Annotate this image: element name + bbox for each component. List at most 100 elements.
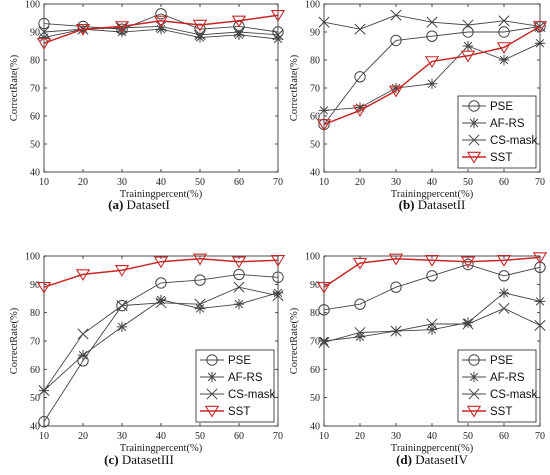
panel-caption-4: (d) DatasetIV — [372, 452, 492, 468]
legend-marker-cs-mask — [468, 134, 480, 146]
data-point-sst — [424, 255, 440, 267]
data-point-sst — [316, 281, 332, 294]
x-tick-label: 70 — [535, 431, 545, 442]
panel-caption-letter: (c) — [104, 452, 119, 467]
y-axis-label: CorrectRate(%) — [289, 307, 300, 374]
x-tick-label: 10 — [39, 177, 49, 188]
data-point-af-rs — [354, 102, 366, 113]
data-point-sst — [270, 10, 286, 22]
series-line-sst — [43, 14, 279, 44]
legend-marker-cs-mask — [206, 388, 218, 400]
legend-marker-pse — [468, 100, 480, 112]
data-point-cs-mask — [116, 300, 128, 312]
data-point-sst — [114, 21, 130, 34]
x-axis-label: Trainingpercent(%) — [391, 443, 474, 454]
y-tick-label: 100 — [305, 252, 320, 263]
data-point-af-rs — [498, 54, 510, 66]
data-point-af-rs — [318, 105, 330, 116]
x-tick-label: 50 — [463, 431, 473, 442]
data-point-af-rs — [390, 82, 402, 94]
legend-label-sst: SST — [490, 406, 512, 418]
data-point-af-rs — [77, 349, 89, 361]
chart-panel-2: 10 20 30 40 50 60 70 40 50 60 70 80 90 100 Trainingper… — [289, 0, 548, 200]
series-af-rs — [318, 287, 546, 347]
data-point-sst — [75, 269, 91, 282]
legend-label-cs-mask: CS-mask — [228, 389, 276, 401]
data-point-pse — [318, 304, 330, 316]
series-line-sst — [43, 258, 279, 288]
x-tick-label: 10 — [39, 431, 49, 442]
panel-caption-letter: (b) — [398, 197, 415, 212]
data-point-sst — [316, 119, 332, 132]
data-point-cs-mask — [194, 298, 206, 310]
y-tick-label: 70 — [310, 84, 320, 95]
x-tick-label: 60 — [234, 431, 244, 442]
legend-label-sst: SST — [490, 152, 512, 164]
data-point-cs-mask — [534, 319, 546, 331]
x-tick-label: 30 — [117, 431, 127, 442]
x-tick-label: 20 — [355, 177, 365, 188]
data-point-pse — [426, 30, 438, 42]
data-point-sst — [352, 105, 368, 118]
data-point-cs-mask — [272, 29, 284, 41]
data-point-af-rs — [272, 33, 284, 45]
data-point-sst — [460, 50, 476, 63]
series-line-sst — [323, 25, 541, 126]
panel-caption-1: (a) DatasetI — [79, 197, 199, 213]
y-tick-label: 80 — [30, 56, 40, 67]
panel-caption-2: (b) DatasetII — [372, 197, 492, 213]
x-tick-label: 70 — [273, 177, 283, 188]
y-tick-label: 60 — [310, 112, 320, 123]
data-point-pse — [38, 416, 50, 428]
data-point-cs-mask — [498, 302, 510, 314]
x-tick-label: 40 — [427, 177, 437, 188]
series-cs-mask — [318, 302, 546, 348]
y-tick-label: 100 — [305, 0, 320, 11]
data-point-sst — [231, 256, 247, 269]
data-point-pse — [390, 281, 402, 293]
x-tick-label: 60 — [499, 177, 509, 188]
y-tick-label: 80 — [30, 308, 40, 319]
x-axis-label: Trainingpercent(%) — [120, 189, 203, 200]
panel-caption-text: DatasetIV — [415, 452, 468, 467]
series-cs-mask — [318, 9, 546, 35]
series-sst — [36, 10, 286, 50]
data-point-cs-mask — [38, 385, 50, 397]
data-point-af-rs — [462, 40, 474, 52]
data-point-cs-mask — [272, 290, 284, 302]
data-point-sst — [36, 281, 52, 294]
legend-label-cs-mask: CS-mask — [490, 389, 538, 401]
legend-label-cs-mask: CS-mask — [490, 135, 538, 147]
data-point-cs-mask — [116, 22, 128, 34]
data-point-pse — [354, 298, 366, 310]
chart-panel-1: 10 20 30 40 50 60 70 40 50 60 70 80 90 100 Trainingper… — [9, 0, 286, 200]
x-tick-label: 60 — [234, 177, 244, 188]
y-tick-label: 100 — [25, 0, 40, 11]
chart-panel-3: 10 20 30 40 50 60 70 40 50 60 70 80 90 100 Trainingper… — [9, 252, 286, 454]
x-tick-label: 40 — [427, 431, 437, 442]
data-point-af-rs — [155, 294, 167, 306]
legend-label-pse: PSE — [490, 355, 513, 367]
data-point-af-rs — [426, 324, 438, 335]
data-point-af-rs — [498, 287, 510, 299]
y-axis-label: CorrectRate(%) — [9, 307, 20, 374]
legend-marker-sst — [204, 405, 220, 418]
panel-caption-text: DatasetIII — [121, 452, 174, 467]
legend-marker-af-rs — [468, 371, 480, 383]
data-point-af-rs — [38, 32, 50, 43]
data-point-sst — [114, 264, 130, 277]
data-point-cs-mask — [233, 26, 245, 38]
data-point-pse — [38, 17, 50, 30]
data-point-cs-mask — [462, 318, 474, 330]
series-sst — [36, 253, 286, 294]
data-point-pse — [390, 34, 402, 47]
y-tick-label: 40 — [310, 422, 320, 433]
data-point-sst — [388, 253, 404, 266]
y-axis-label: CorrectRate(%) — [289, 54, 300, 121]
data-point-af-rs — [354, 331, 366, 342]
data-point-af-rs — [233, 298, 245, 310]
data-point-cs-mask — [390, 325, 402, 337]
series-line-sst — [323, 256, 541, 288]
y-tick-label: 50 — [30, 393, 40, 404]
y-tick-label: 80 — [310, 56, 320, 67]
